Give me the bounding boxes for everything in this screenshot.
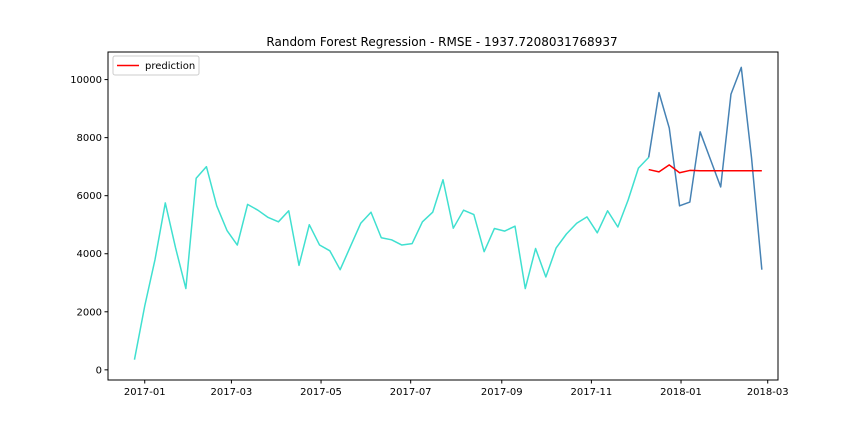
y-tick-label: 4000 — [77, 249, 102, 260]
x-tick-label: 2017-05 — [300, 387, 342, 398]
legend-frame — [112, 55, 200, 76]
y-tick-label: 6000 — [77, 191, 102, 202]
y-tick-label: 10000 — [70, 75, 102, 86]
x-tick-label: 2017-11 — [571, 387, 613, 398]
axes-frame — [107, 51, 779, 381]
x-tick-label: 2017-07 — [390, 387, 432, 398]
x-tick-label: 2018-03 — [747, 387, 789, 398]
legend: prediction — [112, 55, 200, 76]
x-tick-label: 2017-03 — [211, 387, 253, 398]
legend-label-prediction: prediction — [145, 61, 195, 72]
y-tick-label: 8000 — [77, 133, 102, 144]
series-line-prediction — [648, 164, 762, 174]
x-tick-label: 2017-01 — [124, 387, 166, 398]
series-line-test — [647, 66, 763, 270]
y-tick-label: 2000 — [77, 307, 102, 318]
plot-area — [133, 66, 763, 360]
axes: 2017-01 2017-03 2017-05 2017-07 2017-09 2017-… — [70, 51, 789, 398]
chart-title: Random Forest Regression - RMSE - 1937.7… — [266, 35, 617, 49]
x-tick-label: 2017-09 — [481, 387, 523, 398]
x-tick-label: 2018-01 — [660, 387, 702, 398]
series-line-train — [133, 156, 650, 360]
y-tick-label: 0 — [96, 365, 102, 376]
